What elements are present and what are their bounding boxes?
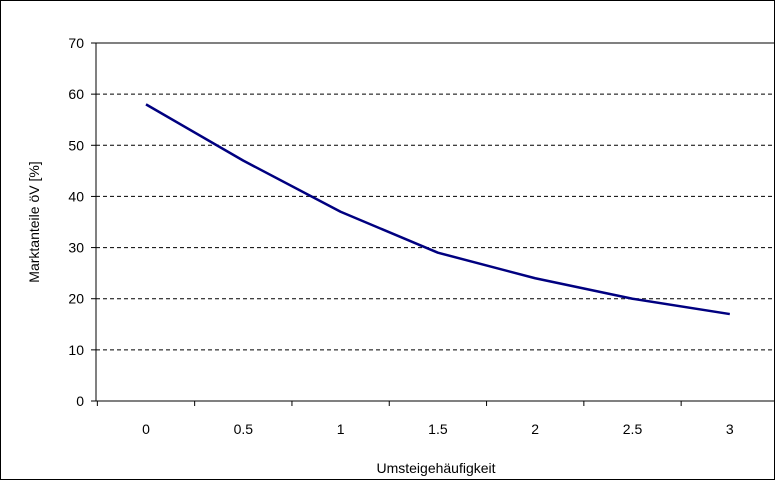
y-tick-label-20: 20 — [68, 291, 84, 307]
x-tick-label-1.5: 1.5 — [428, 421, 448, 437]
axes — [91, 43, 775, 406]
x-tick-label-3: 3 — [726, 421, 734, 437]
y-tick-label-60: 60 — [68, 86, 84, 102]
y-tick-label-70: 70 — [68, 35, 84, 51]
x-tick-label-2.5: 2.5 — [623, 421, 643, 437]
y-tick-label-0: 0 — [76, 393, 84, 409]
x-axis-title: Umsteigehäufigkeit — [376, 460, 495, 476]
x-tick-label-1: 1 — [337, 421, 345, 437]
y-tick-label-50: 50 — [68, 137, 84, 153]
series-layer — [146, 104, 730, 314]
y-tick-label-30: 30 — [68, 240, 84, 256]
y-axis-title: Marktanteile öV [%] — [26, 161, 42, 282]
x-tick-label-0: 0 — [142, 421, 150, 437]
y-tick-label-40: 40 — [68, 188, 84, 204]
x-tick-label-0.5: 0.5 — [234, 421, 254, 437]
x-tick-label-2: 2 — [531, 421, 539, 437]
gridlines — [96, 43, 775, 350]
series-line-0 — [146, 104, 730, 314]
y-tick-label-10: 10 — [68, 342, 84, 358]
